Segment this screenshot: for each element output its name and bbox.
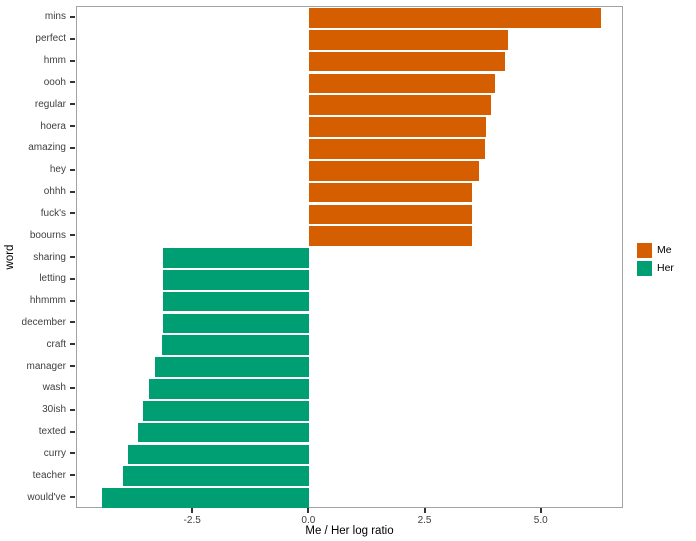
y-tick-mark (70, 146, 75, 149)
bar-letting (162, 270, 310, 290)
y-tick-mark (70, 103, 75, 106)
bar-amazing (309, 139, 486, 159)
y-tick-label-letting: letting (39, 273, 66, 285)
y-tick-mark (70, 190, 75, 193)
legend-entry-her: Her (637, 261, 674, 276)
y-tick-mark (70, 474, 75, 477)
y-tick-label-perfect: perfect (35, 33, 66, 45)
y-tick-label-oooh: oooh (43, 76, 66, 88)
x-tick-label: 5.0 (533, 515, 548, 526)
y-tick-label-december: december (21, 316, 66, 328)
y-tick-mark (70, 59, 75, 62)
y-tick-mark (70, 256, 75, 258)
x-tick-mark (307, 508, 310, 513)
y-tick-mark (70, 234, 75, 237)
y-tick-mark (70, 408, 75, 411)
plot-panel (76, 6, 623, 508)
y-tick-mark (70, 452, 75, 455)
y-tick-label-amazing: amazing (28, 142, 66, 154)
x-tick-label: -2.5 (183, 515, 201, 526)
y-tick-label-hhmmm: hhmmm (29, 295, 66, 307)
y-tick-label-hmm: hmm (43, 55, 66, 67)
y-tick-label-hey: hey (49, 164, 66, 176)
legend-swatch-her (637, 261, 652, 276)
y-tick-label-craft: craft (46, 338, 66, 350)
y-tick-label-sharing: sharing (33, 251, 66, 263)
y-tick-label-would've: would've (27, 491, 66, 503)
y-tick-mark (70, 15, 75, 18)
bar-fuck's (309, 204, 473, 225)
y-tick-label-boourns: boourns (29, 229, 66, 241)
bar-craft (162, 335, 310, 356)
x-tick-mark (423, 508, 426, 513)
bar-manager (154, 357, 310, 377)
y-tick-mark (70, 321, 75, 324)
bar-wash (149, 379, 310, 399)
y-tick-label-mins: mins (44, 11, 66, 23)
bar-hhmmm (162, 291, 310, 312)
y-tick-mark (70, 277, 75, 280)
x-tick-mark (191, 508, 194, 513)
y-tick-mark (70, 37, 75, 40)
bar-teacher (123, 466, 310, 487)
legend-swatch-me (637, 243, 652, 258)
y-tick-mark (70, 125, 75, 128)
y-tick-mark (70, 365, 75, 368)
y-tick-mark (70, 168, 75, 171)
bar-boourns (309, 226, 473, 246)
bar-regular (309, 95, 491, 116)
y-tick-mark (70, 212, 75, 215)
y-tick-mark (70, 386, 75, 389)
y-tick-label-texted: texted (38, 426, 66, 438)
y-tick-mark (70, 81, 75, 84)
y-tick-mark (70, 496, 75, 499)
y-tick-label-ohhh: ohhh (43, 186, 66, 198)
bar-would've (101, 488, 310, 508)
bar-sharing (162, 248, 310, 268)
bar-hmm (309, 51, 506, 72)
y-tick-mark (70, 343, 75, 346)
bar-30ish (142, 400, 310, 421)
y-tick-label-manager: manager (26, 360, 66, 372)
y-tick-label-30ish: 30ish (42, 404, 66, 416)
legend-label-me: Me (657, 244, 672, 256)
y-tick-mark (70, 430, 75, 433)
y-tick-label-hoera: hoera (40, 120, 66, 132)
bar-ohhh (309, 182, 473, 203)
bar-curry (127, 444, 310, 465)
x-tick-mark (539, 508, 542, 513)
y-tick-label-wash: wash (42, 382, 66, 394)
bar-hoera (309, 117, 486, 137)
y-tick-label-regular: regular (34, 98, 66, 110)
x-tick-label: 2.5 (417, 515, 432, 526)
bar-hey (309, 160, 480, 181)
y-tick-label-teacher: teacher (32, 469, 66, 481)
bar-december (162, 313, 310, 334)
y-tick-mark (70, 299, 75, 302)
legend: Me Her (637, 243, 674, 279)
x-axis-title: Me / Her log ratio (305, 525, 394, 537)
bar-perfect (309, 29, 509, 50)
legend-entry-me: Me (637, 243, 674, 258)
y-tick-label-curry: curry (43, 447, 66, 459)
legend-label-her: Her (657, 262, 674, 274)
x-tick-label: 0.0 (301, 515, 316, 526)
y-tick-label-fuck's: fuck's (40, 207, 66, 219)
bar-mins (309, 8, 602, 28)
bar-texted (138, 422, 310, 443)
bar-oooh (309, 73, 496, 94)
